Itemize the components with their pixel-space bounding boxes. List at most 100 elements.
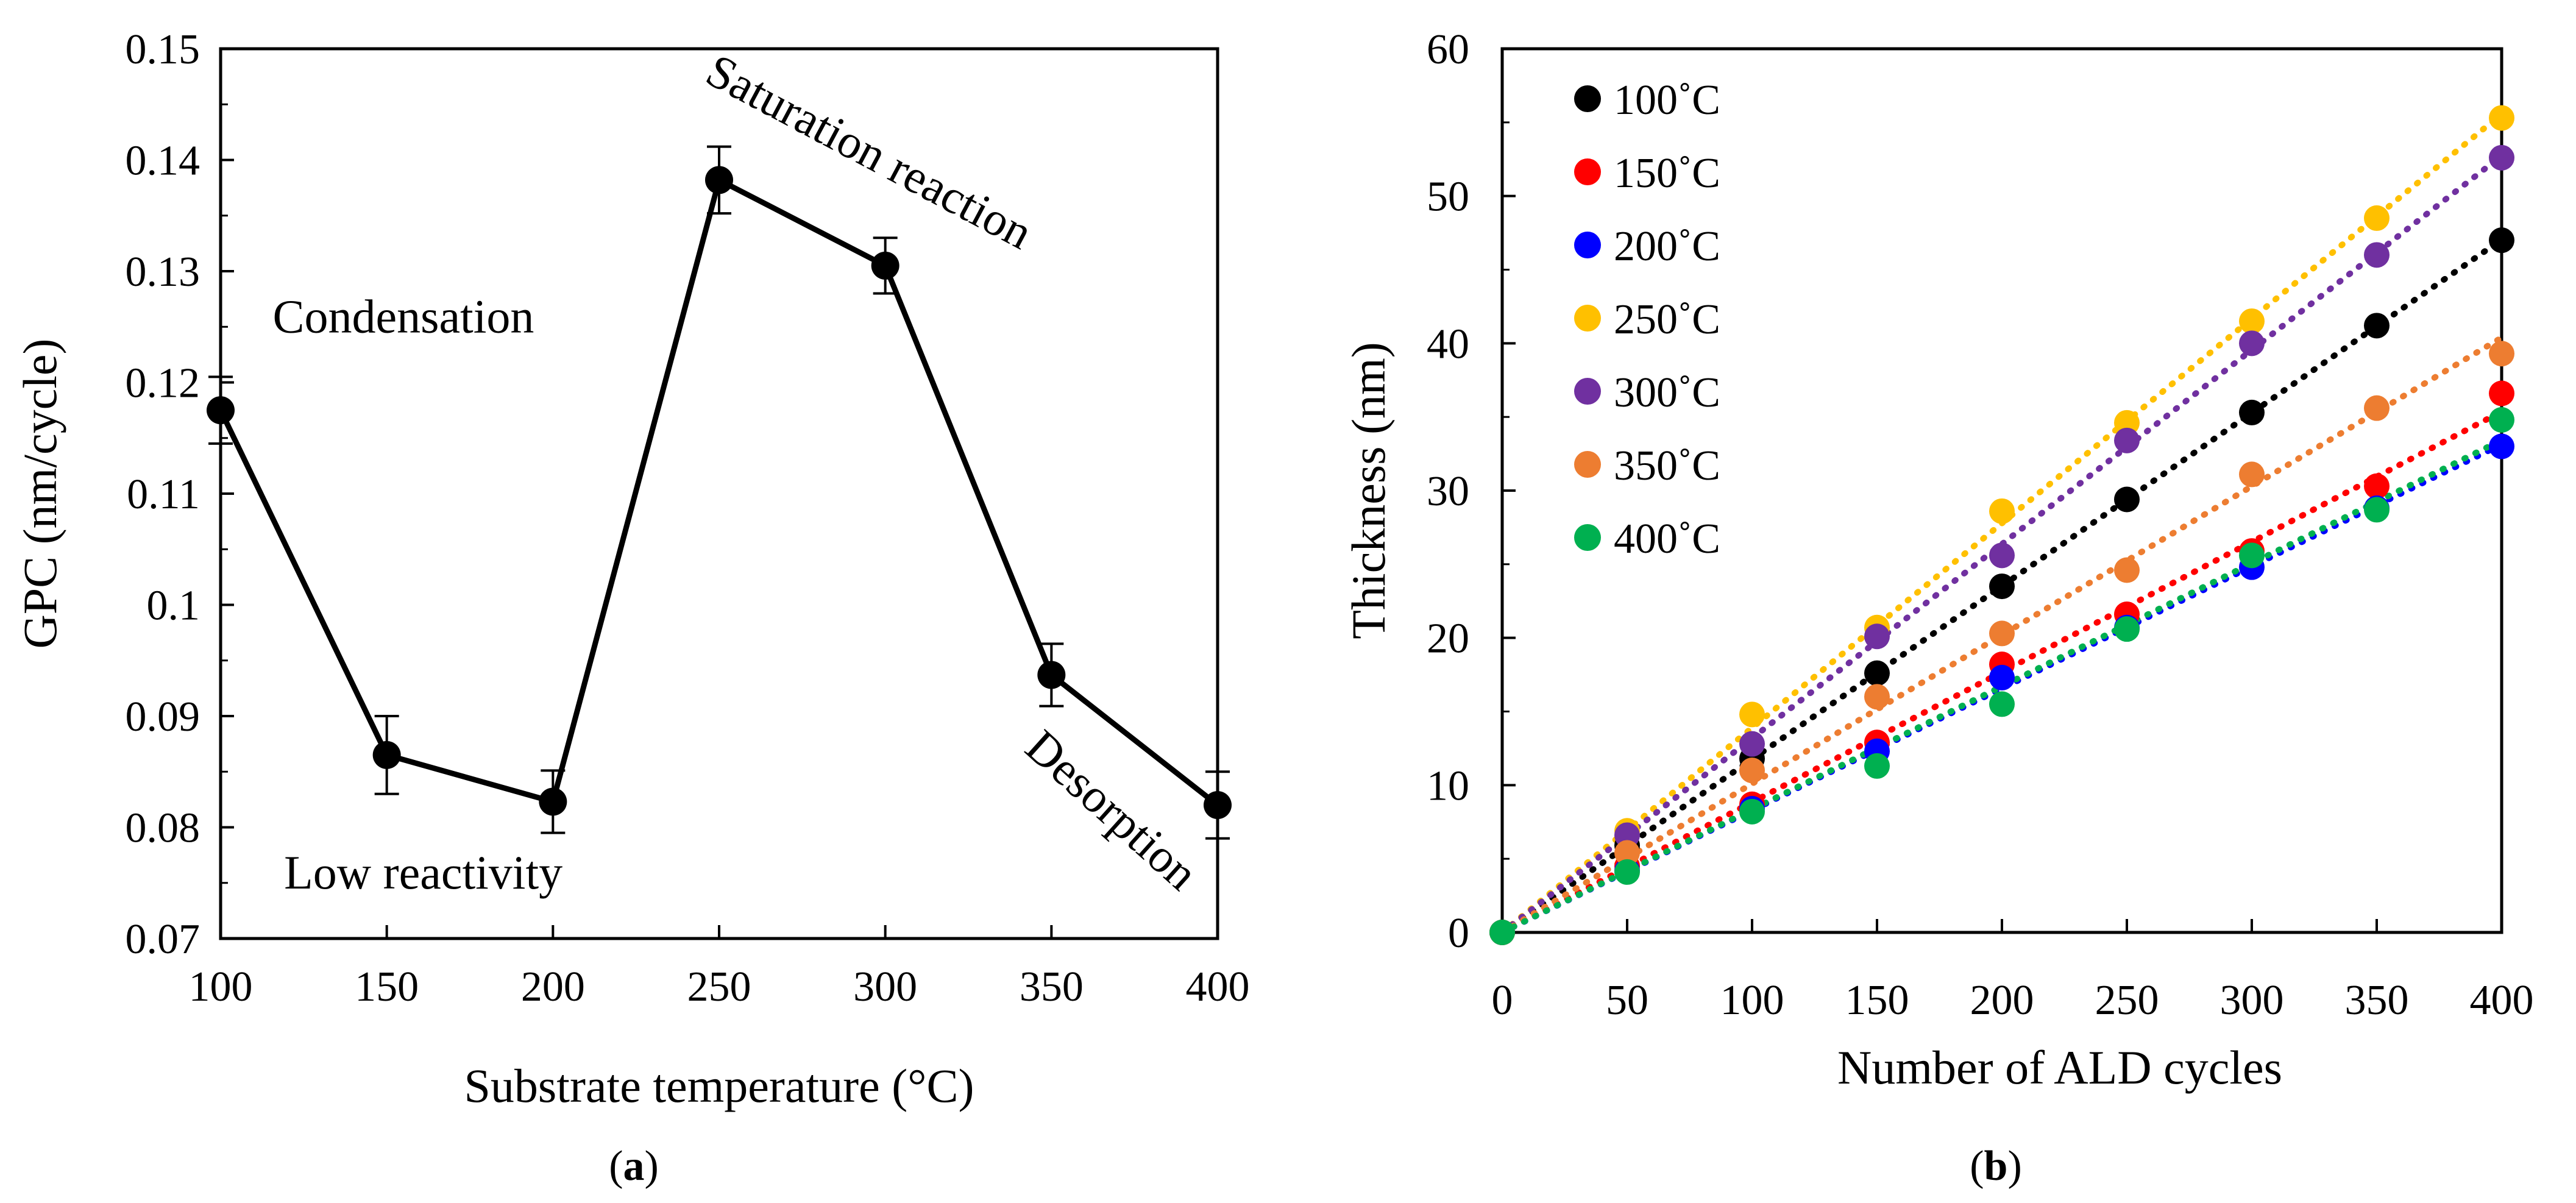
panel-a-y-tick-label: 0.11 <box>127 471 200 518</box>
panel-a-x-tick-label: 150 <box>355 963 419 1010</box>
panel-b-legend-label: 400˚C <box>1614 516 1720 562</box>
panel-a-data-point <box>539 787 567 816</box>
panel-b-legend: 100˚C 150˚C 200˚C 250˚C 300˚C 350˚C 400˚C <box>1574 77 1720 562</box>
panel-b-legend-label: 150˚C <box>1614 150 1720 197</box>
panel-b-data-point <box>2489 105 2514 131</box>
panel-b-caption: (b) <box>1970 1143 2022 1190</box>
panel-b-x-tick-label: 100 <box>1720 977 1784 1024</box>
panel-a-y-tick-label: 0.1 <box>147 583 200 630</box>
panel-b-data-point <box>2364 242 2390 268</box>
panel-b-x-tick-label: 350 <box>2345 977 2409 1024</box>
panel-b-x-tick-label: 200 <box>1970 977 2034 1024</box>
panel-a-annotation: Saturation reaction <box>698 43 1041 259</box>
panel-b-data-point <box>2114 427 2140 453</box>
panel-b-x-tick-label: 50 <box>1606 977 1648 1024</box>
panel-b-y-tick-label: 0 <box>1448 910 1469 957</box>
panel-a-y-tick-label: 0.14 <box>126 138 200 185</box>
panel-a-y-axis-label: GPC (nm/cycle) <box>13 338 66 648</box>
panel-b-y-ticks: 0 10 20 30 40 50 60 <box>1427 26 1516 957</box>
panel-b-data-point <box>1614 840 1640 866</box>
panel-b-y-axis-label: Thickness (nm) <box>1342 342 1395 639</box>
panel-a-data-point <box>1037 661 1066 689</box>
panel-b-legend-label: 250˚C <box>1614 296 1720 343</box>
panel-b-y-tick-label: 50 <box>1427 174 1469 221</box>
panel-a-y-tick-label: 0.15 <box>126 26 200 73</box>
panel-b-points <box>1489 105 2514 945</box>
panel-b-data-point <box>1739 758 1765 784</box>
panel-b-y-tick-label: 60 <box>1427 26 1469 73</box>
panel-b-legend-label: 200˚C <box>1614 223 1720 270</box>
panel-a-x-ticks: 100 150 200 250 300 350 400 <box>189 925 1250 1010</box>
panel-b-data-point <box>2114 486 2140 513</box>
panel-b-x-tick-label: 250 <box>2095 977 2159 1024</box>
panel-b-legend-marker <box>1574 232 1601 258</box>
panel-b-data-point <box>1614 859 1640 885</box>
panel-b-data-point <box>1989 542 2015 569</box>
panel-b-legend-marker <box>1574 85 1601 112</box>
panel-a-x-tick-label: 250 <box>687 963 751 1010</box>
panel-b-data-point <box>2489 407 2514 433</box>
panel-b-y-tick-label: 20 <box>1427 616 1469 662</box>
panel-b-x-tick-label: 0 <box>1492 977 1513 1024</box>
panel-b-data-point <box>2239 399 2265 425</box>
panel-b-legend-marker <box>1574 305 1601 332</box>
panel-b-data-point <box>1864 660 1890 686</box>
panel-a-data-point <box>207 396 235 425</box>
panel-b-data-point <box>2114 616 2140 642</box>
panel-b-data-point <box>1739 798 1765 825</box>
panel-b-y-tick-label: 40 <box>1427 321 1469 367</box>
panel-b-data-point <box>1989 573 2015 600</box>
panel-a-y-tick-label: 0.07 <box>126 916 200 963</box>
panel-b-legend-marker <box>1574 451 1601 478</box>
panel-a-x-tick-label: 200 <box>521 963 585 1010</box>
panel-b-data-point <box>1864 684 1890 710</box>
panel-b-trendline <box>1499 437 2505 935</box>
panel-a-y-tick-label: 0.12 <box>126 360 200 407</box>
panel-a-data-point <box>1204 791 1232 819</box>
panel-a-series-line <box>218 177 1219 807</box>
panel-b-x-tick-label: 300 <box>2220 977 2284 1024</box>
panel-b-data-point <box>1989 691 2015 717</box>
panel-a-annotation: Low reactivity <box>284 846 562 899</box>
panel-a-y-tick-label: 0.08 <box>126 805 200 852</box>
panel-a-annotation: Condensation <box>272 289 534 342</box>
panel-b-legend-label: 100˚C <box>1614 77 1720 124</box>
panel-b-data-point <box>2239 330 2265 357</box>
panel-a-x-tick-label: 350 <box>1020 963 1084 1010</box>
panel-b-data-point <box>2364 497 2390 523</box>
panel-b-data-point <box>2489 380 2514 406</box>
panel-a-x-tick-label: 300 <box>853 963 917 1010</box>
panel-b-data-point <box>1989 620 2015 647</box>
panel-b-data-point <box>2364 395 2390 421</box>
panel-b-data-point <box>1864 753 1890 779</box>
panel-b-data-point <box>1864 623 1890 650</box>
panel-a-y-tick-label: 0.13 <box>126 249 200 296</box>
panel-b-data-point <box>1739 701 1765 728</box>
panel-b-data-point <box>1739 731 1765 757</box>
panel-a-data-point <box>372 740 401 769</box>
panel-b-data-point <box>1614 822 1640 848</box>
panel-b-data-point <box>2114 557 2140 583</box>
panel-b-data-point <box>1989 664 2015 690</box>
panel-a-points <box>207 166 1232 819</box>
panel-b-chart: 0 10 20 30 40 50 60 0 50 100 150 200 250 300 350 400 1… <box>1342 26 2534 1190</box>
panel-b-data-point <box>2364 313 2390 339</box>
panel-b-trendline <box>1499 335 2505 935</box>
panel-b-data-point <box>2114 410 2140 436</box>
panel-a-annotations: Condensation Low reactivity Saturation rea… <box>272 43 1208 900</box>
panel-b-data-point <box>1989 498 2015 524</box>
panel-b-x-tick-label: 150 <box>1845 977 1909 1024</box>
panel-a-x-tick-label: 100 <box>189 963 253 1010</box>
panel-a-data-point <box>871 251 899 280</box>
panel-b-data-point <box>2489 341 2514 367</box>
panel-b-data-point <box>2489 433 2514 460</box>
panel-a-annotation: Desorption <box>1016 719 1208 900</box>
panel-b-legend-marker <box>1574 158 1601 185</box>
panel-b-data-point <box>1489 920 1515 945</box>
panel-a-data-point <box>705 166 733 194</box>
panel-a-error-bars <box>208 145 1230 840</box>
panel-b-data-point <box>2239 308 2265 335</box>
panel-a-y-tick-label: 0.09 <box>126 694 200 740</box>
panel-b-legend-label: 300˚C <box>1614 369 1720 416</box>
